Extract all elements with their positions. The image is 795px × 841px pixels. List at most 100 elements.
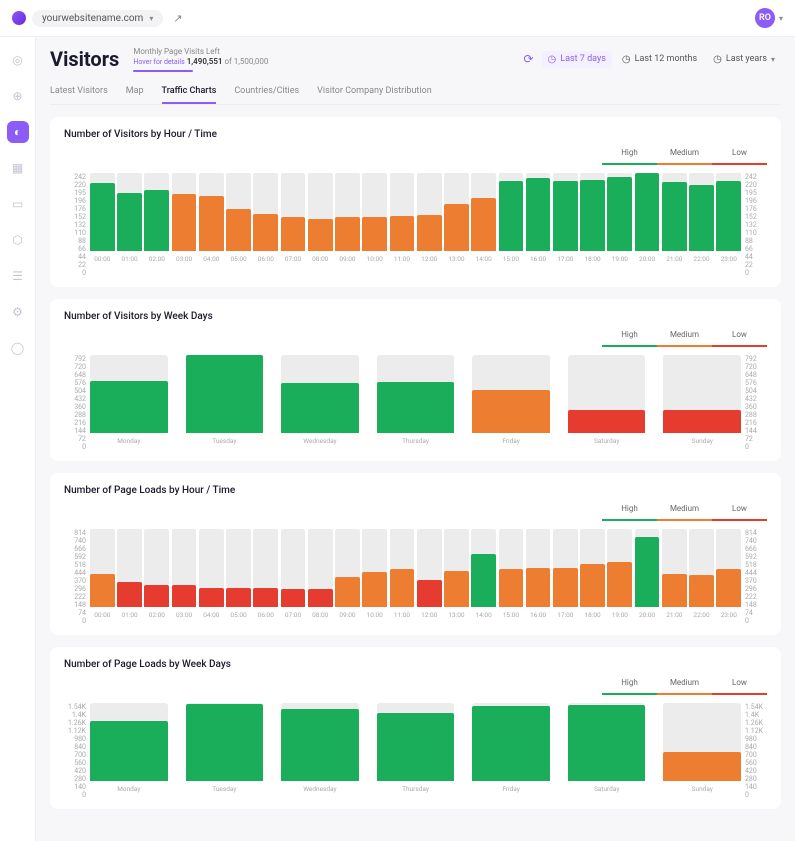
bar[interactable]: 22:00 — [689, 173, 714, 263]
bar[interactable]: 19:00 — [607, 529, 632, 619]
bar[interactable]: 04:00 — [199, 529, 224, 619]
bar[interactable]: 13:00 — [444, 173, 469, 263]
external-link-icon[interactable]: ↗ — [173, 12, 182, 25]
bar-label: 01:00 — [122, 611, 138, 619]
range-last-12-months[interactable]: ◷Last 12 months — [616, 51, 703, 68]
tab-countries-cities[interactable]: Countries/Cities — [234, 80, 299, 104]
bar[interactable]: 14:00 — [471, 173, 496, 263]
bar[interactable]: 18:00 — [580, 173, 605, 263]
range-last-7-days[interactable]: ◷Last 7 days — [542, 51, 612, 68]
bar[interactable]: 23:00 — [716, 529, 741, 619]
bar[interactable]: Wednesday — [281, 703, 359, 793]
chart-title: Number of Page Loads by Hour / Time — [64, 485, 767, 496]
clock-icon: ◷ — [622, 54, 631, 65]
bar[interactable]: Monday — [90, 355, 168, 445]
tab-latest-visitors[interactable]: Latest Visitors — [50, 80, 108, 104]
avatar[interactable]: RO — [755, 8, 775, 28]
bar[interactable]: 21:00 — [662, 529, 687, 619]
bar[interactable]: 02:00 — [144, 529, 169, 619]
bar[interactable]: 12:00 — [417, 529, 442, 619]
bar[interactable]: 11:00 — [390, 173, 415, 263]
bar[interactable]: 17:00 — [553, 529, 578, 619]
bar[interactable]: 08:00 — [308, 529, 333, 619]
bar[interactable]: Saturday — [568, 355, 646, 445]
tab-map[interactable]: Map — [126, 80, 144, 104]
bar[interactable]: 14:00 — [471, 529, 496, 619]
range-last-years[interactable]: ◷Last years ▾ — [707, 51, 781, 68]
bar-label: 02:00 — [149, 611, 165, 619]
bar-label: 19:00 — [612, 611, 628, 619]
bar[interactable]: 07:00 — [281, 529, 306, 619]
bar-label: Wednesday — [303, 437, 336, 445]
refresh-icon[interactable]: ⟳ — [523, 52, 533, 66]
bar-label: 19:00 — [612, 255, 628, 263]
sidebar-shield-icon[interactable]: ⬡ — [7, 229, 29, 251]
bar[interactable]: 06:00 — [253, 529, 278, 619]
bar[interactable]: 12:00 — [417, 173, 442, 263]
bar[interactable]: 21:00 — [662, 173, 687, 263]
chart-card: Number of Page Loads by Hour / TimeHighM… — [50, 473, 781, 635]
bar[interactable]: 01:00 — [117, 529, 142, 619]
sidebar-briefcase-icon[interactable]: ☰ — [7, 265, 29, 287]
bar[interactable]: Wednesday — [281, 355, 359, 445]
bar[interactable]: 08:00 — [308, 173, 333, 263]
bar[interactable]: 02:00 — [144, 173, 169, 263]
bar[interactable]: Saturday — [568, 703, 646, 793]
chevron-down-icon[interactable]: ▾ — [779, 14, 783, 23]
sidebar-grid-icon[interactable]: ▦ — [7, 157, 29, 179]
bar[interactable]: 06:00 — [253, 173, 278, 263]
bar[interactable]: 00:00 — [90, 529, 115, 619]
bar[interactable]: 18:00 — [580, 529, 605, 619]
bar[interactable]: 00:00 — [90, 173, 115, 263]
quota-widget[interactable]: Monthly Page Visits Left Hover for detai… — [133, 47, 268, 72]
tab-traffic-charts[interactable]: Traffic Charts — [162, 80, 217, 104]
bar-label: 16:00 — [530, 255, 546, 263]
sidebar-user-icon[interactable]: ◯ — [7, 337, 29, 359]
bar[interactable]: 05:00 — [226, 173, 251, 263]
bar-label: 18:00 — [584, 611, 600, 619]
legend-color — [712, 693, 767, 695]
bar-label: Thursday — [402, 437, 429, 445]
bar[interactable]: 15:00 — [499, 529, 524, 619]
bar[interactable]: 10:00 — [362, 529, 387, 619]
bar[interactable]: 07:00 — [281, 173, 306, 263]
bar[interactable]: 09:00 — [335, 173, 360, 263]
bar[interactable]: Sunday — [663, 703, 741, 793]
sidebar-monitor-icon[interactable]: ▭ — [7, 193, 29, 215]
legend-color — [712, 345, 767, 347]
bar[interactable]: 03:00 — [172, 173, 197, 263]
sidebar-gear-icon[interactable]: ⚙ — [7, 301, 29, 323]
domain-selector[interactable]: yourwebsitename.com ▾ — [32, 10, 163, 27]
bar[interactable]: Sunday — [663, 355, 741, 445]
bar[interactable]: 11:00 — [390, 529, 415, 619]
bar[interactable]: 10:00 — [362, 173, 387, 263]
bar[interactable]: Tuesday — [186, 355, 264, 445]
bar[interactable]: Monday — [90, 703, 168, 793]
bar[interactable]: Tuesday — [186, 703, 264, 793]
bar[interactable]: 16:00 — [526, 173, 551, 263]
sidebar-dashboard-icon[interactable]: ◎ — [7, 49, 29, 71]
bar[interactable]: 04:00 — [199, 173, 224, 263]
bar[interactable]: 22:00 — [689, 529, 714, 619]
bar[interactable]: 03:00 — [172, 529, 197, 619]
bar[interactable]: Thursday — [377, 355, 455, 445]
bar[interactable]: 15:00 — [499, 173, 524, 263]
bar[interactable]: 17:00 — [553, 173, 578, 263]
bar[interactable]: 13:00 — [444, 529, 469, 619]
sidebar-visitors-icon[interactable]: ◐ — [7, 121, 29, 143]
bar[interactable]: 09:00 — [335, 529, 360, 619]
bar[interactable]: Friday — [472, 703, 550, 793]
bar[interactable]: 19:00 — [607, 173, 632, 263]
tab-visitor-company-distribution[interactable]: Visitor Company Distribution — [317, 80, 432, 104]
sidebar-add-icon[interactable]: ⊕ — [7, 85, 29, 107]
clock-icon: ◷ — [548, 54, 557, 65]
bar[interactable]: 20:00 — [635, 173, 660, 263]
bar[interactable]: 05:00 — [226, 529, 251, 619]
bar[interactable]: 23:00 — [716, 173, 741, 263]
bar[interactable]: 16:00 — [526, 529, 551, 619]
bar-label: 05:00 — [230, 255, 246, 263]
bar[interactable]: Friday — [472, 355, 550, 445]
bar[interactable]: 20:00 — [635, 529, 660, 619]
bar[interactable]: 01:00 — [117, 173, 142, 263]
bar[interactable]: Thursday — [377, 703, 455, 793]
